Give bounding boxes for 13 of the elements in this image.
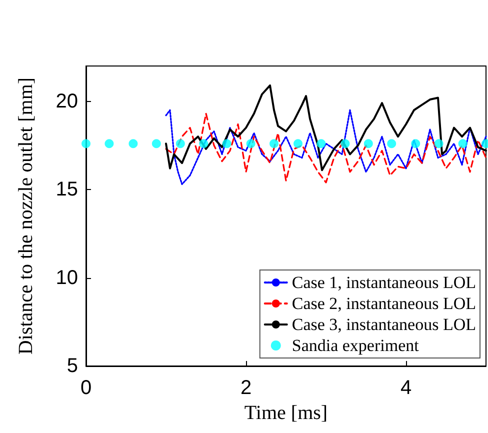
x-tick-label: 4: [400, 377, 412, 399]
legend-label: Case 1, instantaneous LOL: [292, 273, 476, 292]
y-tick-label: 15: [56, 178, 78, 201]
x-tick-label: 2: [240, 377, 252, 399]
x-axis-title: Time [ms]: [244, 402, 328, 424]
y-tick-label: 5: [66, 355, 78, 377]
y-tick-label: 20: [56, 90, 78, 112]
legend-label: Sandia experiment: [292, 336, 420, 355]
y-tick-label: 10: [56, 266, 78, 289]
x-tick-label: 0: [80, 377, 92, 399]
y-axis-title: Distance to the nozzle outlet [mm]: [15, 77, 37, 355]
legend-label: Case 3, instantaneous LOL: [292, 315, 476, 334]
legend-label: Case 2, instantaneous LOL: [292, 294, 476, 313]
